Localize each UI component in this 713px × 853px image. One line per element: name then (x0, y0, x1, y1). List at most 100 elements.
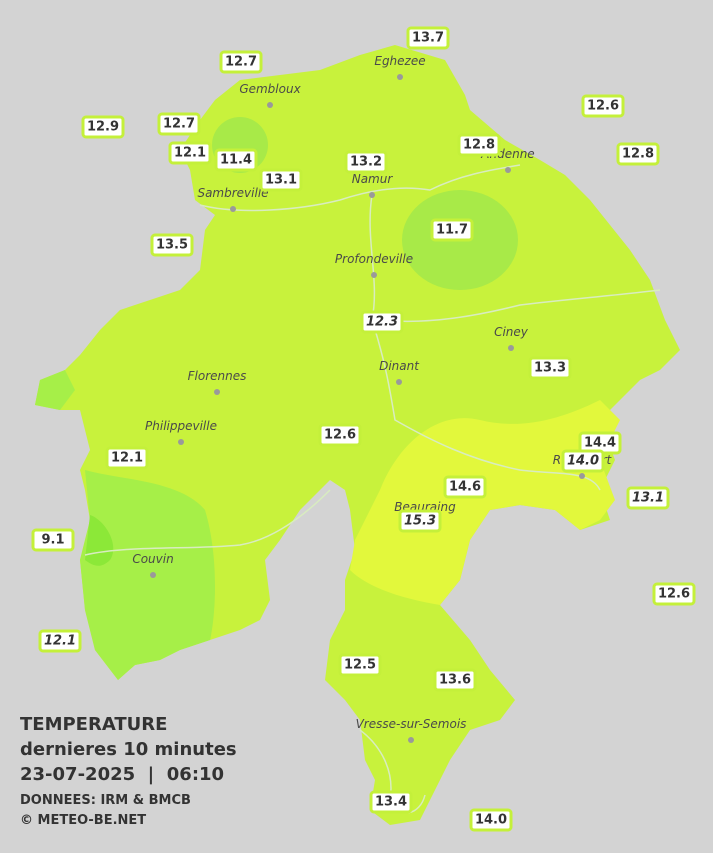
station-reading: 12.6 (587, 99, 619, 114)
station: 14.4 (578, 431, 622, 455)
station-reading: 12.7 (163, 117, 195, 132)
station-reading: 13.1 (632, 491, 664, 506)
station: 12.1 (105, 446, 149, 470)
station-box (369, 790, 413, 814)
station-box (105, 446, 149, 470)
station-reading: 12.5 (344, 658, 376, 673)
station-box (318, 423, 362, 447)
station: 14.6 (443, 475, 487, 499)
cool-zone (80, 470, 215, 680)
station: 11.4 (214, 148, 258, 172)
town-label: Sambreville (197, 186, 268, 200)
station-reading: 13.1 (265, 173, 297, 188)
station-box (430, 218, 474, 242)
station: 11.7 (430, 218, 474, 242)
station: 13.1 (626, 486, 670, 510)
warm-zone (350, 400, 620, 605)
station-box (38, 629, 82, 653)
station-reading: 9.1 (41, 533, 64, 548)
town-dot (396, 379, 402, 385)
station-reading: 15.3 (404, 514, 436, 529)
station-box (652, 582, 696, 606)
station-box (398, 509, 442, 533)
station-box (338, 653, 382, 677)
station: 12.6 (652, 582, 696, 606)
town-dot (371, 272, 377, 278)
station-reading: 14.0 (567, 454, 599, 469)
station-box (457, 133, 501, 157)
legend-title: TEMPERATURE (20, 714, 167, 735)
town-label: Philippeville (145, 419, 217, 433)
station-reading: 11.4 (220, 153, 252, 168)
towns: EghezeeGemblouxAndenneNamurSambrevillePr… (132, 54, 613, 743)
station-reading: 13.5 (156, 238, 188, 253)
station-box (31, 528, 75, 552)
town-dot (579, 473, 585, 479)
station-box (150, 233, 194, 257)
station: 13.6 (433, 668, 477, 692)
station: 12.3 (360, 310, 404, 334)
town-dot (369, 192, 375, 198)
town-label: Profondeville (335, 252, 413, 266)
river (199, 164, 521, 212)
station-reading: 13.7 (412, 31, 444, 46)
river (369, 194, 601, 491)
station-box (528, 356, 572, 380)
station-reading: 11.7 (436, 223, 468, 238)
station-reading: 12.1 (44, 634, 76, 649)
station: 14.0 (561, 449, 605, 473)
station: 14.0 (469, 808, 513, 832)
station-box (214, 148, 258, 172)
town-dot (178, 439, 184, 445)
station-box (626, 486, 670, 510)
station-reading: 13.2 (350, 155, 382, 170)
town-label: Ciney (494, 325, 529, 339)
station: 12.8 (457, 133, 501, 157)
station-box (433, 668, 477, 692)
station: 12.1 (38, 629, 82, 653)
station: 12.7 (157, 112, 201, 136)
river (379, 289, 661, 323)
station-reading: 12.8 (463, 138, 495, 153)
legend-subtitle: dernieres 10 minutes (20, 739, 237, 760)
station-reading: 14.0 (475, 813, 507, 828)
station-box (616, 142, 660, 166)
station-box (259, 168, 303, 192)
station-reading: 12.8 (622, 147, 654, 162)
station-reading: 12.3 (366, 315, 398, 330)
town-dot (505, 167, 511, 173)
station: 13.3 (528, 356, 572, 380)
town-dot (408, 737, 414, 743)
town-label: Vresse-sur-Semois (356, 717, 467, 731)
station-reading: 13.3 (534, 361, 566, 376)
station: 12.6 (581, 94, 625, 118)
station-box (360, 310, 404, 334)
stations: 13.7 12.7 12.6 12.9 12.7 12.8 12.8 12.1 11.4 13.2… (31, 26, 696, 832)
town-label: Florennes (188, 369, 247, 383)
station: 13.4 (369, 790, 413, 814)
station: 9.1 (31, 528, 75, 552)
station-box (406, 26, 450, 50)
station-box (581, 94, 625, 118)
town-label: Namur (352, 172, 394, 186)
station: 12.8 (616, 142, 660, 166)
station: 12.7 (219, 50, 263, 74)
station-reading: 12.7 (225, 55, 257, 70)
legend-credit: © METEO-BE.NET (20, 813, 146, 828)
town-label: Gembloux (239, 82, 301, 96)
town-label: Eghezee (374, 54, 425, 68)
cool-zone (35, 370, 75, 410)
station: 12.9 (81, 115, 125, 139)
station: 13.2 (344, 150, 388, 174)
station: 13.5 (150, 233, 194, 257)
station-box (157, 112, 201, 136)
station-box (344, 150, 388, 174)
town-dot (397, 74, 403, 80)
station: 12.6 (318, 423, 362, 447)
station: 13.7 (406, 26, 450, 50)
station-reading: 13.6 (439, 673, 471, 688)
station-box (443, 475, 487, 499)
river (84, 489, 331, 556)
legend-datetime: 23-07-2025 | 06:10 (20, 764, 224, 785)
